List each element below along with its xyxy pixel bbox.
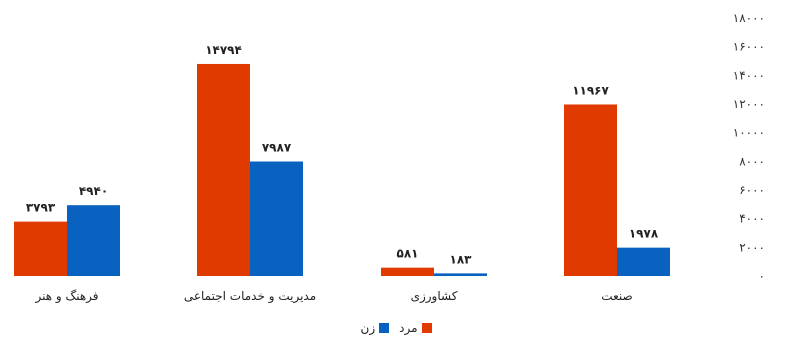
bar-women: [434, 273, 487, 276]
data-label: ۱۴۷۹۴: [205, 43, 242, 57]
bar-women: [67, 205, 120, 276]
category-label: فرهنگ و هنر: [34, 289, 98, 304]
bar-men: [197, 63, 250, 276]
legend-item-men: مرد: [399, 321, 432, 335]
y-tick-label: ۶۰۰۰: [739, 183, 765, 197]
legend-label-men: مرد: [399, 321, 418, 335]
bar-men: [564, 104, 617, 277]
legend-swatch-men: [421, 323, 432, 333]
y-tick-label: ۰: [759, 269, 765, 283]
y-tick-label: ۱۰۰۰۰: [733, 126, 765, 140]
data-label: ۷۹۸۷: [262, 141, 292, 155]
category-label: کشاورزی: [411, 289, 458, 304]
data-label: ۴۹۴۰: [79, 184, 108, 198]
y-tick-label: ۸۰۰۰: [739, 154, 765, 168]
legend-item-women: زن: [361, 321, 390, 335]
y-tick-label: ۱۴۰۰۰: [733, 68, 765, 82]
bar-men: [14, 221, 67, 276]
data-label: ۱۱۹۶۷: [572, 83, 609, 97]
y-tick-label: ۲۰۰۰: [739, 240, 765, 254]
y-tick-label: ۱۶۰۰۰: [733, 40, 765, 54]
bar-women: [617, 247, 670, 276]
y-tick-label: ۱۸۰۰۰: [733, 11, 765, 25]
bar-men: [381, 267, 434, 276]
legend: مرد زن: [0, 318, 792, 338]
data-label: ۵۸۱: [397, 247, 419, 261]
data-label: ۳۷۹۳: [26, 201, 56, 215]
data-label: ۱۹۷۸: [629, 227, 659, 241]
category-label: صنعت: [601, 289, 632, 303]
bar-women: [250, 161, 303, 276]
legend-swatch-women: [379, 323, 390, 333]
data-label: ۱۸۳: [450, 252, 473, 266]
legend-label-women: زن: [360, 321, 376, 335]
category-label: مدیریت و خدمات اجتماعی: [184, 289, 316, 304]
y-tick-label: ۴۰۰۰: [739, 212, 765, 226]
y-tick-label: ۱۲۰۰۰: [733, 97, 765, 111]
